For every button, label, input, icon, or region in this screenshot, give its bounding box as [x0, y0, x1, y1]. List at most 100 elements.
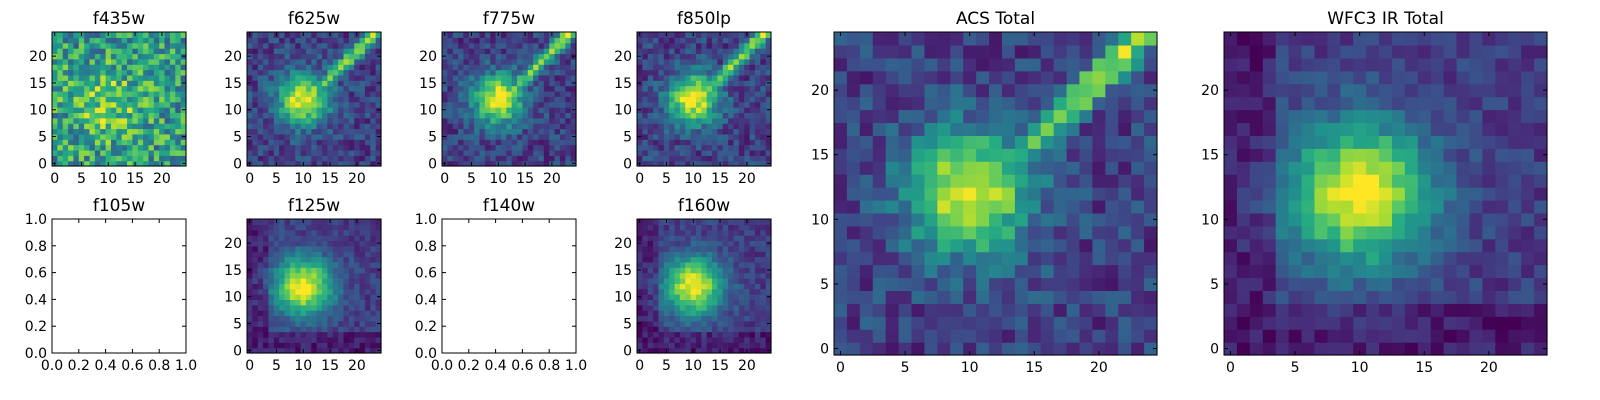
heatmap-cell: [749, 240, 756, 247]
heatmap-cell: [100, 64, 107, 71]
heatmap-cell: [300, 101, 307, 108]
heatmap-cell: [1430, 212, 1445, 227]
heatmap-cell: [263, 240, 270, 247]
heatmap-cell: [989, 83, 1003, 98]
heatmap-cell: [458, 32, 465, 38]
heatmap-cell: [1340, 251, 1354, 266]
heatmap-cell: [359, 336, 366, 343]
heatmap-cell: [84, 144, 91, 151]
heatmap-cell: [685, 74, 692, 81]
heatmap-cell: [84, 96, 91, 103]
heatmap-cell: [284, 277, 291, 284]
heatmap-cell: [533, 101, 540, 108]
heatmap-cell: [300, 342, 307, 349]
heatmap-cell: [370, 155, 377, 162]
heatmap-cell: [316, 294, 323, 300]
heatmap-cell: [717, 245, 724, 252]
heatmap-cell: [100, 74, 107, 81]
heatmap-cell: [506, 58, 513, 65]
heatmap-cell: [153, 90, 160, 97]
heatmap-cell: [565, 69, 572, 76]
heatmap-cell: [316, 336, 323, 343]
heatmap-cell: [159, 96, 166, 103]
heatmap-cell: [257, 245, 264, 252]
heatmap-cell: [316, 48, 323, 55]
heatmap-cell: [247, 96, 253, 103]
heatmap-cell: [760, 283, 767, 290]
heatmap-cell: [989, 212, 1003, 227]
heatmap-cell: [1495, 342, 1509, 356]
heatmap-cell: [658, 123, 665, 130]
heatmap-cell: [1366, 290, 1380, 304]
heatmap-cell: [898, 32, 913, 46]
heatmap-cell: [898, 70, 913, 85]
heatmap-cell: [169, 160, 176, 167]
heatmap-cell: [738, 277, 745, 284]
heatmap-cell: [749, 155, 756, 162]
heatmap-cell: [963, 277, 977, 291]
heatmap-cell: [311, 69, 318, 76]
heatmap-cell: [669, 64, 676, 71]
heatmap-cell: [364, 117, 371, 124]
heatmap-cell: [273, 128, 280, 135]
heatmap-cell: [479, 107, 486, 113]
heatmap-cell: [311, 320, 318, 327]
heatmap-cell: [121, 64, 128, 71]
heatmap-cell: [1131, 70, 1145, 85]
heatmap-cell: [137, 133, 144, 140]
heatmap-cell: [989, 109, 1003, 124]
heatmap-cell: [658, 320, 665, 327]
heatmap-cell: [500, 123, 507, 130]
heatmap-cell: [728, 107, 735, 113]
heatmap-cell: [674, 310, 681, 317]
heatmap-cell: [872, 290, 887, 304]
heatmap-cell: [1131, 342, 1145, 356]
heatmap-cell: [527, 53, 534, 60]
heatmap-cell: [311, 160, 318, 167]
heatmap-cell: [78, 101, 85, 108]
x-tick-label: 20: [738, 171, 756, 187]
heatmap-cell: [343, 160, 350, 167]
heatmap-cell: [1443, 251, 1458, 266]
heatmap-cell: [447, 149, 454, 156]
heatmap-cell: [311, 315, 318, 322]
heatmap-cell: [1482, 342, 1496, 356]
heatmap-cell: [733, 277, 740, 284]
heatmap-cell: [316, 240, 323, 247]
heatmap-cell: [522, 53, 529, 60]
heatmap-cell: [898, 148, 913, 162]
heatmap-cell: [343, 224, 350, 231]
heatmap-cell: [749, 336, 756, 343]
heatmap-cell: [642, 96, 649, 103]
heatmap-cell: [674, 107, 681, 113]
heatmap-cell: [1079, 96, 1093, 111]
heatmap-cell: [527, 117, 534, 124]
heatmap-cell: [263, 96, 270, 103]
heatmap-cell: [311, 37, 318, 44]
heatmap-cell: [1001, 32, 1016, 46]
heatmap-cell: [62, 32, 69, 38]
heatmap-cell: [950, 290, 964, 304]
heatmap-cell: [1236, 187, 1251, 201]
heatmap-cell: [1249, 264, 1264, 279]
heatmap-cell: [257, 96, 264, 103]
heatmap-cell: [62, 144, 69, 151]
heatmap-cell: [116, 37, 123, 44]
heatmap-cell: [1144, 83, 1158, 98]
heatmap-cell: [637, 272, 643, 279]
heatmap-cell: [257, 326, 264, 333]
heatmap-cell: [332, 107, 339, 113]
heatmap-cell: [669, 74, 676, 81]
heatmap-cell: [722, 112, 729, 119]
heatmap-cell: [1027, 303, 1042, 317]
heatmap-cell: [674, 336, 681, 343]
heatmap-cell: [495, 123, 502, 130]
heatmap-cell: [247, 336, 253, 343]
heatmap-cell: [268, 342, 275, 349]
heatmap-cell: [84, 37, 91, 44]
heatmap-cell: [559, 96, 566, 103]
heatmap-cell: [701, 74, 708, 81]
heatmap-cell: [284, 240, 291, 247]
